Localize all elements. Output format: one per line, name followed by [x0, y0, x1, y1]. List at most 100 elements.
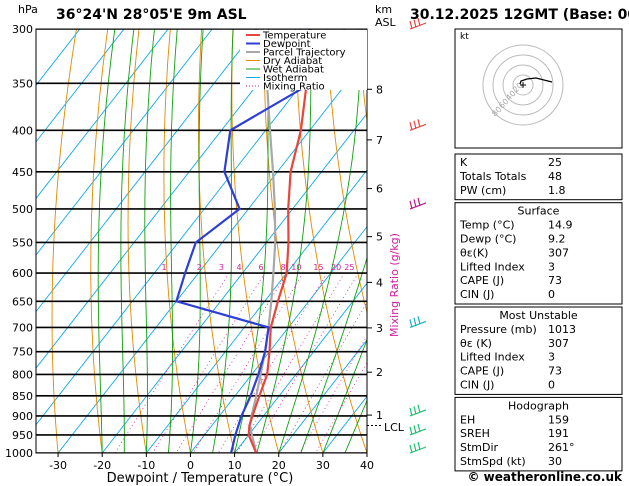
- mixing-ratio-label: 8: [281, 263, 286, 272]
- dewpoint-point: [249, 395, 252, 397]
- table-title: Surface: [518, 205, 560, 218]
- isotherm-line: [278, 339, 367, 453]
- pressure-tick-label: 550: [12, 236, 33, 249]
- table-row-label: StmDir: [460, 441, 499, 454]
- mixing-ratio-label: 25: [344, 263, 354, 272]
- legend-background: [240, 30, 367, 90]
- isotherm-line: [36, 29, 125, 143]
- lcl-label: LCL: [384, 421, 405, 434]
- isotherm-line: [190, 225, 367, 453]
- legend-label: Parcel Trajectory: [263, 48, 346, 59]
- table-box: [454, 306, 623, 395]
- pressure-tick-label: 750: [12, 346, 33, 359]
- wet-adiabat-line: [167, 29, 178, 453]
- mixing-ratio-label: 3: [219, 263, 224, 272]
- location-title: 36°24'N 28°05'E 9m ASL: [56, 7, 247, 23]
- pressure-tick-label: 850: [12, 390, 33, 403]
- km-tick-label: 7: [376, 134, 383, 147]
- x-axis-title: Dewpoint / Temperature (°C): [107, 471, 294, 486]
- table-row-label: θε (K): [460, 337, 492, 350]
- wet-adiabat-line: [344, 399, 367, 453]
- table-row-label: K: [460, 156, 468, 169]
- dry-adiabat-line: [198, 29, 236, 453]
- table-row-value: 25: [548, 156, 562, 169]
- table-row-value: 14.9: [548, 219, 573, 232]
- mixing-ratio-line: [278, 301, 367, 453]
- legend-label: Wet Adiabat: [263, 65, 324, 76]
- isotherm-line: [234, 282, 367, 453]
- hpa-label: hPa: [18, 3, 38, 16]
- dry-adiabat-line: [357, 29, 367, 125]
- x-tick-label: 0: [187, 459, 194, 472]
- parcel-trajectory-point: [272, 272, 275, 274]
- legend-label: Isotherm: [263, 73, 307, 84]
- mixing-ratio-label: 10: [291, 263, 301, 272]
- table-row-label: StmSpd (kt): [460, 455, 526, 468]
- dewpoint-point: [234, 434, 237, 436]
- table-row-value: 159: [548, 413, 569, 426]
- mixing-ratio-label: 6: [259, 263, 264, 272]
- dewpoint-point: [229, 129, 232, 132]
- wind-barb: [409, 197, 427, 210]
- datetime-title: 30.12.2025 12GMT (Base: 00): [410, 7, 629, 23]
- pressure-tick-label: 350: [12, 77, 33, 90]
- temperature-point: [270, 326, 272, 329]
- wet-adiabat-line: [97, 29, 116, 453]
- wind-barb: [409, 17, 427, 30]
- parcel-trajectory-point: [272, 171, 274, 173]
- dewpoint-point: [238, 208, 241, 210]
- table-row-label: CAPE (J): [460, 274, 504, 287]
- indices-tables: K 25 Totals Totals 48 PW (cm) 1.8 SurfaceTemp …: [454, 153, 623, 472]
- hodograph-trace: [519, 77, 553, 85]
- plot-area: 1 2 3 4 6 8 10 15 20 25: [36, 29, 367, 453]
- table-row-value: 30: [548, 455, 562, 468]
- temperature-point: [248, 424, 251, 427]
- mixing-ratio-axis-title: Mixing Ratio (g/kg): [388, 233, 401, 337]
- table-box: [454, 396, 623, 472]
- pressure-tick-label: 300: [12, 23, 33, 36]
- table-row-value: 3: [548, 351, 555, 364]
- pressure-tick-label: 400: [12, 124, 33, 137]
- isotherm-line: [145, 169, 367, 453]
- mixing-ratio-label: 4: [236, 263, 241, 272]
- mixing-ratio-label: 20: [331, 263, 341, 272]
- hodograph-ring: [492, 54, 554, 116]
- table-row-value: 3: [548, 260, 555, 273]
- dewpoint-point: [184, 272, 186, 274]
- temperature-point: [247, 434, 250, 436]
- table-row-value: 0: [548, 379, 555, 392]
- km-tick-label: 8: [376, 83, 383, 96]
- table-row-label: EH: [460, 413, 475, 426]
- legend-label: Mixing Ratio: [263, 82, 325, 93]
- hodograph-frame: [454, 28, 623, 149]
- pressure-tick-label: 650: [12, 295, 33, 308]
- temperature-point: [287, 241, 290, 244]
- table-row-label: SREH: [460, 427, 490, 440]
- table-row-label: PW (cm): [460, 184, 506, 197]
- mixing-ratio-label: 1: [161, 263, 166, 272]
- km-tick-label: 1: [376, 409, 383, 422]
- pressure-tick-label: 900: [12, 410, 33, 423]
- dewpoint-point: [195, 241, 197, 244]
- table-row-label: CIN (J): [460, 288, 494, 301]
- mixing-ratio-label: 15: [313, 263, 323, 272]
- table-row-value: 73: [548, 274, 562, 287]
- copyright: © weatheronline.co.uk: [467, 470, 623, 484]
- isotherm-line: [36, 29, 346, 426]
- x-tick-label: 30: [316, 459, 330, 472]
- pressure-tick-label: 500: [12, 203, 33, 216]
- temperature-point: [285, 272, 288, 274]
- wind-barb: [409, 423, 427, 436]
- km-tick-label: 6: [376, 183, 383, 196]
- mixing-ratio-line: [251, 272, 359, 453]
- table-row-label: Pressure (mb): [460, 323, 537, 336]
- km-label: km: [375, 3, 392, 16]
- pressure-tick-label: 450: [12, 166, 33, 179]
- isotherm-line: [36, 29, 301, 369]
- x-tick-label: 40: [360, 459, 374, 472]
- wet-adiabat-line: [120, 29, 135, 453]
- wind-barbs: [409, 17, 427, 454]
